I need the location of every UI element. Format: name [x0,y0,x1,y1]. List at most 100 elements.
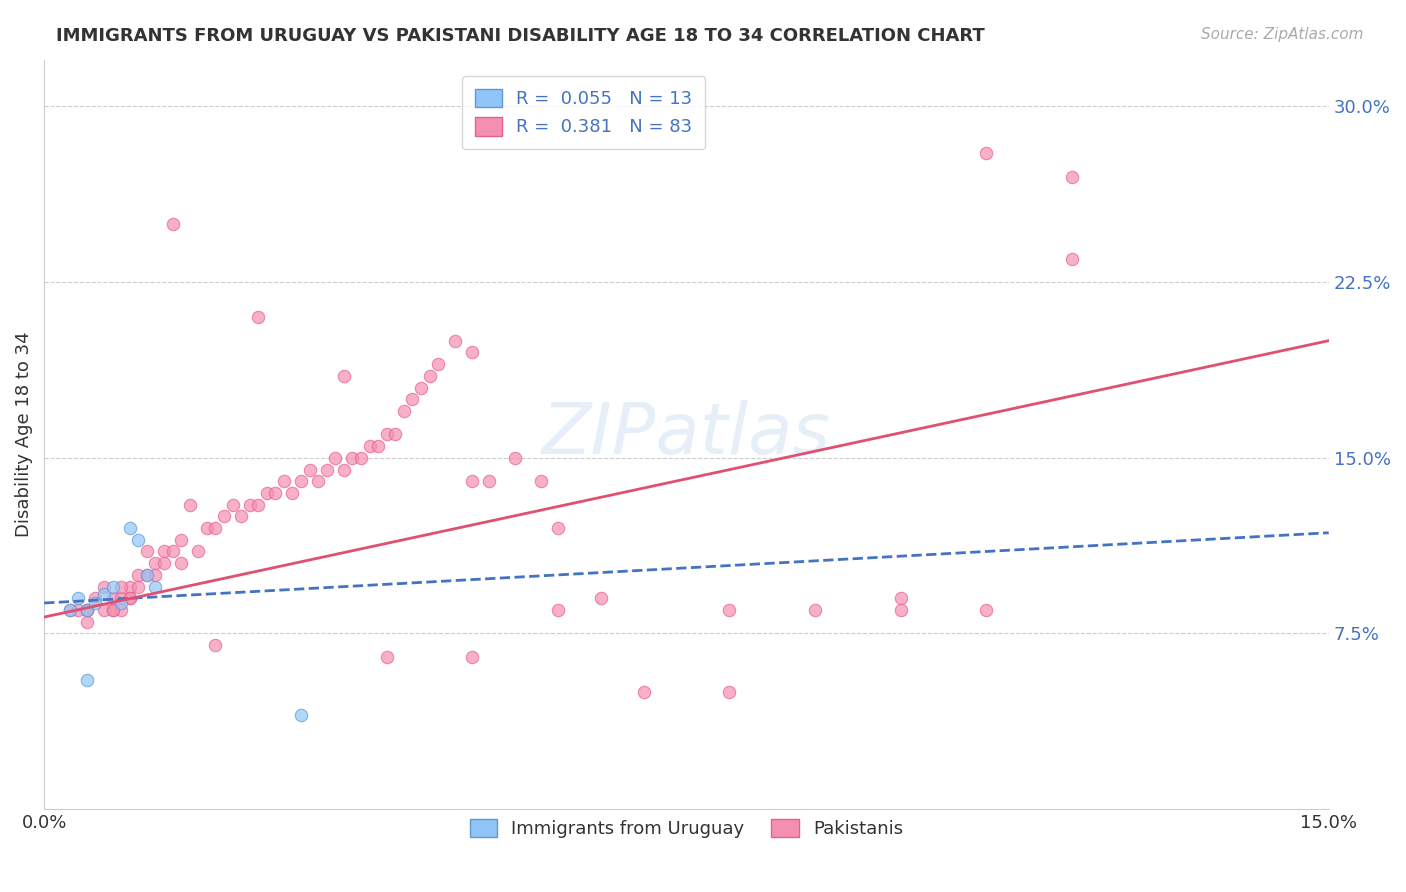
Y-axis label: Disability Age 18 to 34: Disability Age 18 to 34 [15,332,32,537]
Point [67,603,90,617]
Point [110,591,132,606]
Point [290,708,312,723]
Point [135,544,157,558]
Point [804,603,827,617]
Point [110,596,132,610]
Point [367,439,389,453]
Point [333,368,356,383]
Point [392,404,415,418]
Point [890,603,912,617]
Point [247,310,270,325]
Point [547,521,569,535]
Point [127,533,149,547]
Point [444,334,467,348]
Point [110,603,132,617]
Legend: Immigrants from Uruguay, Pakistanis: Immigrants from Uruguay, Pakistanis [463,812,910,845]
Point [135,568,157,582]
Point [204,638,226,652]
Point [195,521,218,535]
Point [273,474,295,488]
Point [118,591,141,606]
Point [76,603,98,617]
Point [101,580,124,594]
Point [212,509,235,524]
Point [974,603,997,617]
Point [153,556,176,570]
Text: ZIPatlas: ZIPatlas [541,400,831,469]
Point [418,368,440,383]
Point [59,603,82,617]
Point [118,521,141,535]
Point [179,498,201,512]
Point [503,450,526,465]
Point [247,498,270,512]
Point [93,603,115,617]
Point [375,649,398,664]
Point [323,450,346,465]
Point [427,357,450,371]
Point [718,603,741,617]
Point [170,533,193,547]
Point [127,580,149,594]
Point [461,474,484,488]
Point [84,591,107,606]
Point [307,474,329,488]
Point [93,580,115,594]
Point [589,591,612,606]
Point [153,544,176,558]
Point [162,544,184,558]
Point [633,685,655,699]
Point [718,685,741,699]
Point [135,568,157,582]
Point [409,380,432,394]
Point [384,427,406,442]
Point [256,486,278,500]
Point [290,474,312,488]
Point [145,556,167,570]
Point [59,603,82,617]
Point [101,603,124,617]
Point [890,591,912,606]
Point [342,450,364,465]
Point [281,486,304,500]
Point [162,217,184,231]
Point [67,591,90,606]
Point [547,603,569,617]
Point [974,146,997,161]
Point [350,450,373,465]
Point [101,591,124,606]
Point [76,615,98,629]
Point [315,462,337,476]
Point [76,673,98,688]
Text: IMMIGRANTS FROM URUGUAY VS PAKISTANI DISABILITY AGE 18 TO 34 CORRELATION CHART: IMMIGRANTS FROM URUGUAY VS PAKISTANI DIS… [56,27,986,45]
Point [478,474,501,488]
Point [93,587,115,601]
Point [76,603,98,617]
Point [1060,252,1083,266]
Point [359,439,381,453]
Point [530,474,553,488]
Point [84,596,107,610]
Point [170,556,193,570]
Point [118,591,141,606]
Point [101,603,124,617]
Point [1060,169,1083,184]
Point [76,603,98,617]
Point [204,521,226,535]
Point [110,580,132,594]
Point [127,568,149,582]
Point [145,580,167,594]
Text: Source: ZipAtlas.com: Source: ZipAtlas.com [1201,27,1364,42]
Point [239,498,262,512]
Point [298,462,321,476]
Point [187,544,209,558]
Point [264,486,287,500]
Point [401,392,423,407]
Point [375,427,398,442]
Point [333,462,356,476]
Point [461,345,484,359]
Point [461,649,484,664]
Point [145,568,167,582]
Point [221,498,243,512]
Point [118,580,141,594]
